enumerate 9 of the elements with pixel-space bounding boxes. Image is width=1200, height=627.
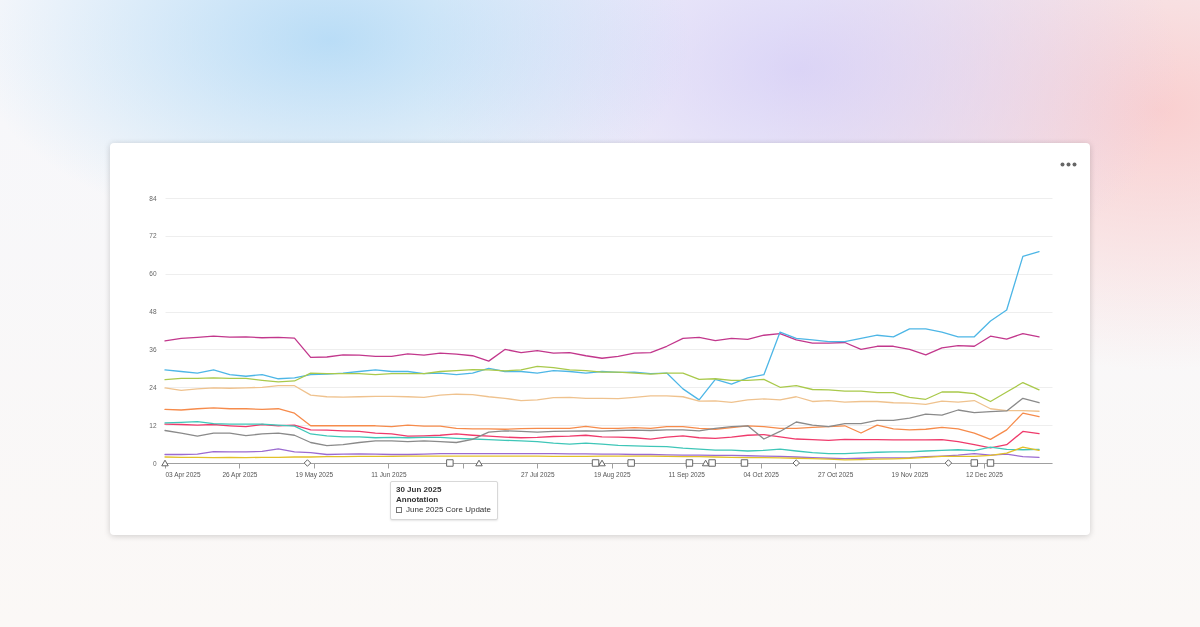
line-series bbox=[164, 423, 1040, 449]
tooltip-panel: 30 Jun 2025 Annotation June 2025 Core Update bbox=[390, 481, 498, 520]
line-series bbox=[164, 365, 1040, 403]
line-series bbox=[164, 407, 1040, 440]
line-series bbox=[164, 397, 1040, 447]
line-series bbox=[164, 385, 1040, 412]
line-series bbox=[164, 421, 1040, 455]
line-series bbox=[164, 250, 1040, 401]
line-series bbox=[164, 333, 1040, 362]
